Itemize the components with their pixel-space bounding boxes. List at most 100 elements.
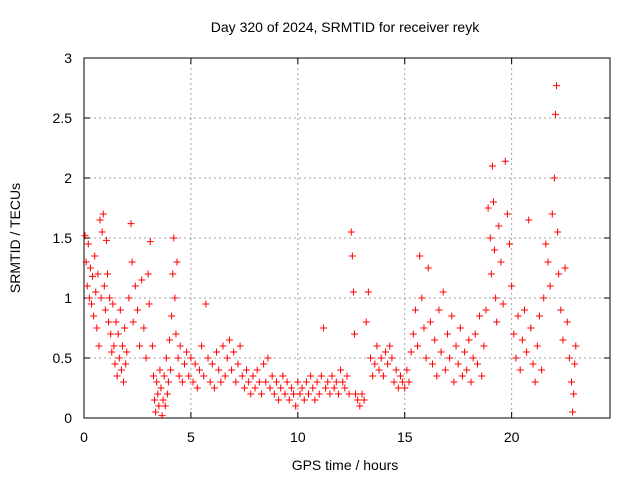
- data-point: [371, 360, 379, 368]
- data-point: [98, 228, 106, 236]
- data-point: [411, 306, 419, 314]
- data-point: [160, 372, 168, 380]
- data-point: [332, 378, 340, 386]
- data-point: [108, 348, 116, 356]
- data-point: [392, 366, 400, 374]
- data-point: [279, 372, 287, 380]
- data-point: [302, 378, 310, 386]
- data-point: [131, 282, 139, 290]
- data-point: [174, 354, 182, 362]
- data-point: [328, 372, 336, 380]
- data-point: [96, 216, 104, 224]
- data-point: [362, 318, 370, 326]
- data-point: [114, 330, 122, 338]
- data-point: [557, 306, 565, 314]
- data-point: [148, 342, 156, 350]
- data-point: [461, 348, 469, 356]
- data-point: [168, 312, 176, 320]
- data-point: [228, 366, 236, 374]
- data-point: [416, 252, 424, 260]
- x-tick-label: 10: [290, 429, 306, 445]
- data-point: [506, 240, 514, 248]
- data-point: [495, 222, 503, 230]
- data-point: [493, 318, 501, 326]
- data-point: [373, 342, 381, 350]
- data-point: [298, 384, 306, 392]
- data-point: [172, 330, 180, 338]
- data-point: [420, 324, 428, 332]
- data-point: [409, 330, 417, 338]
- data-point: [473, 360, 481, 368]
- data-point: [152, 408, 160, 416]
- data-point: [535, 312, 543, 320]
- y-tick-label: 0: [64, 410, 72, 426]
- data-point: [407, 348, 415, 356]
- data-point: [163, 390, 171, 398]
- data-point: [266, 384, 274, 392]
- data-point: [482, 306, 490, 314]
- data-point: [386, 342, 394, 350]
- data-point: [550, 174, 558, 182]
- y-tick-label: 0.5: [53, 350, 73, 366]
- data-point: [153, 378, 161, 386]
- data-point: [104, 270, 112, 278]
- data-point: [356, 402, 364, 410]
- data-point: [488, 162, 496, 170]
- data-point: [161, 402, 169, 410]
- data-point: [491, 246, 499, 254]
- data-point: [243, 366, 251, 374]
- data-point: [350, 330, 358, 338]
- y-tick-label: 1: [64, 290, 72, 306]
- y-tick-label: 1.5: [53, 230, 73, 246]
- data-point: [158, 412, 166, 420]
- data-point: [555, 270, 563, 278]
- data-point: [422, 354, 430, 362]
- data-point: [300, 396, 308, 404]
- data-point: [463, 366, 471, 374]
- data-point: [334, 390, 342, 398]
- data-point: [83, 282, 91, 290]
- data-point: [151, 396, 159, 404]
- data-point: [405, 378, 413, 386]
- data-point: [225, 336, 233, 344]
- data-point: [352, 390, 360, 398]
- data-point: [260, 360, 268, 368]
- data-point: [253, 366, 261, 374]
- data-point: [484, 204, 492, 212]
- data-point: [145, 300, 153, 308]
- data-point: [204, 354, 212, 362]
- data-point: [101, 306, 109, 314]
- data-point: [255, 378, 263, 386]
- data-point: [272, 378, 280, 386]
- data-point: [354, 396, 362, 404]
- data-point: [117, 366, 125, 374]
- data-point: [379, 372, 387, 380]
- data-point: [441, 366, 449, 374]
- data-point: [563, 318, 571, 326]
- data-point: [111, 360, 119, 368]
- data-point: [146, 238, 154, 246]
- data-point: [388, 354, 396, 362]
- data-points: [81, 82, 580, 420]
- data-point: [384, 360, 392, 368]
- data-point: [341, 384, 349, 392]
- data-point: [155, 402, 163, 410]
- data-point: [97, 294, 105, 302]
- data-point: [94, 270, 102, 278]
- data-point: [443, 330, 451, 338]
- x-tick-label: 0: [80, 429, 88, 445]
- data-point: [275, 396, 283, 404]
- data-point: [290, 390, 298, 398]
- data-point: [437, 348, 445, 356]
- data-point: [572, 342, 580, 350]
- data-point: [264, 354, 272, 362]
- data-point: [292, 402, 300, 410]
- data-point: [125, 294, 133, 302]
- data-point: [133, 306, 141, 314]
- data-point: [215, 366, 223, 374]
- data-point: [123, 348, 131, 356]
- data-point: [219, 342, 227, 350]
- data-point: [559, 336, 567, 344]
- data-point: [492, 294, 500, 302]
- data-point: [187, 354, 195, 362]
